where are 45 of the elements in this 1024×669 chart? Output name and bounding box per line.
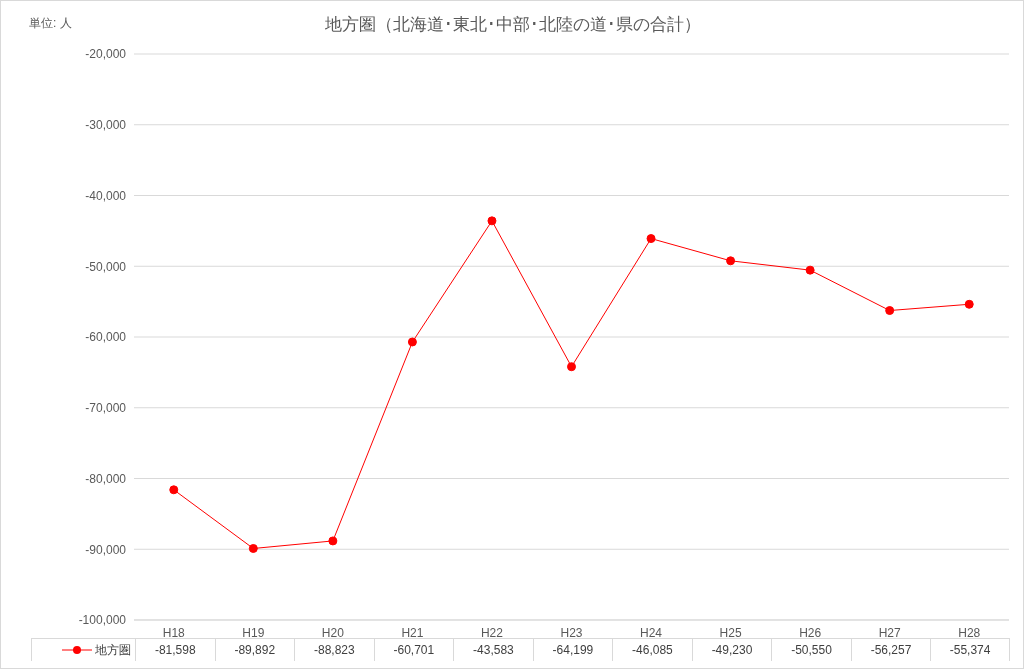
x-tick-label: H19 [242, 625, 265, 640]
data-label: -46,085 [612, 639, 692, 661]
y-tick-label: -90,000 [85, 542, 127, 557]
x-tick-label: H18 [162, 625, 186, 640]
point [407, 337, 417, 347]
y-tick-label: -50,000 [85, 259, 127, 274]
point [726, 256, 736, 266]
data-label: -55,374 [930, 639, 1010, 661]
data-label: -89,892 [214, 639, 295, 661]
data-label: -56,257 [850, 639, 931, 661]
point [487, 216, 497, 226]
x-tick-label: H21 [401, 625, 424, 640]
x-tick-label: H27 [878, 625, 902, 640]
y-tick-label: -30,000 [85, 118, 127, 133]
y-tick-label: -100,000 [78, 613, 127, 628]
x-tick-label: H25 [719, 625, 742, 640]
point [169, 485, 179, 495]
point [885, 306, 895, 316]
data-label: -50,550 [771, 639, 851, 661]
y-tick-label: -70,000 [85, 401, 127, 416]
data-label: -88,823 [294, 639, 374, 661]
chart-title: 地方圏（北海道･東北･中部･北陸の道･県の合計） [325, 15, 701, 34]
x-tick-label: H26 [799, 625, 822, 640]
y-tick-label: -20,000 [85, 47, 127, 62]
x-tick-label: H20 [321, 625, 345, 640]
point [964, 299, 974, 309]
x-tick-label: H24 [640, 625, 663, 640]
y-tick-label: -80,000 [85, 471, 127, 486]
point [328, 536, 338, 546]
data-label: -49,230 [691, 639, 772, 661]
x-tick-label: H28 [958, 625, 981, 640]
data-label: -64,199 [532, 639, 613, 661]
text: 単位: 人 [29, 15, 72, 32]
legend-label: 地方圏 [95, 641, 131, 659]
y-tick-label: -40,000 [85, 188, 127, 203]
point [248, 543, 258, 553]
data-label: -43,583 [453, 639, 533, 661]
x-tick-label: H22 [480, 625, 504, 640]
data-label: -60,701 [373, 639, 454, 661]
point [567, 362, 576, 372]
y-tick-label: -60,000 [85, 330, 127, 345]
x-tick-label: H23 [560, 625, 583, 640]
point [805, 265, 815, 275]
point [646, 234, 656, 244]
data-label: -81,598 [135, 639, 215, 661]
